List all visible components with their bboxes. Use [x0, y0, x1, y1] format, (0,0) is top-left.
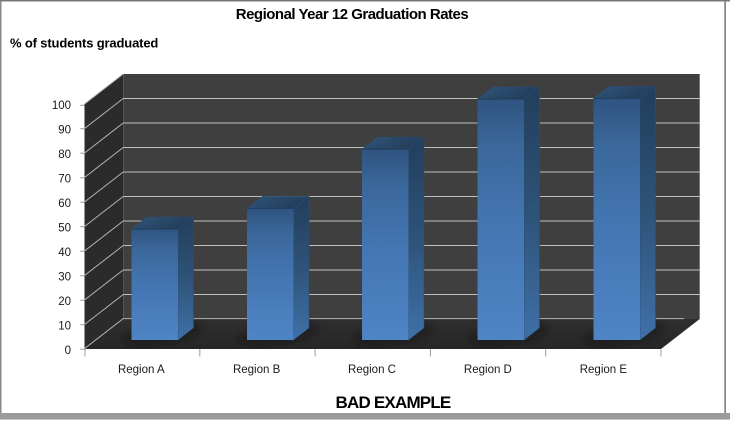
svg-text:Region B: Region B — [233, 364, 281, 376]
svg-text:40: 40 — [58, 247, 71, 259]
svg-text:Regional Year 12 Graduation Ra: Regional Year 12 Graduation Rates — [236, 6, 469, 23]
svg-text:70: 70 — [58, 174, 71, 186]
svg-text:80: 80 — [58, 149, 71, 161]
svg-text:0: 0 — [65, 345, 71, 357]
svg-text:Region C: Region C — [348, 364, 396, 376]
svg-text:% of students graduated: % of students graduated — [10, 36, 158, 51]
svg-text:Region A: Region A — [118, 364, 165, 376]
svg-text:30: 30 — [58, 272, 71, 284]
svg-text:10: 10 — [58, 321, 71, 333]
svg-text:20: 20 — [58, 296, 71, 308]
svg-text:50: 50 — [58, 223, 71, 235]
svg-text:BAD EXAMPLE: BAD EXAMPLE — [336, 393, 451, 412]
svg-text:100: 100 — [52, 100, 71, 112]
svg-text:Region E: Region E — [580, 364, 628, 376]
svg-text:60: 60 — [58, 198, 71, 210]
svg-text:Region D: Region D — [464, 364, 512, 376]
svg-text:90: 90 — [58, 125, 71, 137]
